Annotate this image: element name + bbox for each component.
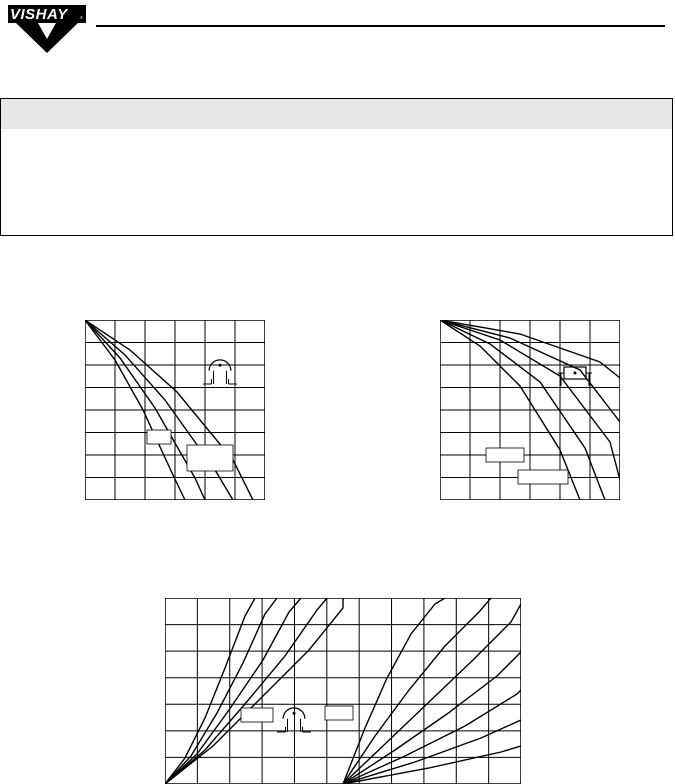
data-curve — [165, 598, 277, 784]
page-header: VISHAY ® — [0, 0, 675, 55]
svg-text:®: ® — [80, 15, 83, 20]
lamp-icon — [203, 360, 237, 384]
label-box — [147, 430, 171, 444]
info-band-body — [1, 129, 672, 235]
vishay-logo: VISHAY ® — [8, 5, 86, 55]
chart-right — [440, 320, 620, 500]
info-band — [0, 98, 673, 236]
data-curve — [165, 598, 327, 784]
header-rule — [96, 25, 665, 27]
label-box — [518, 470, 568, 484]
chart-left — [85, 320, 265, 500]
label-box — [486, 448, 524, 462]
data-curve — [343, 746, 521, 784]
label-box — [187, 445, 233, 471]
chart-bottom — [165, 598, 521, 784]
info-band-header — [1, 99, 672, 129]
resistor-icon — [558, 367, 592, 386]
label-box — [241, 708, 273, 722]
logo-text: VISHAY — [10, 6, 69, 23]
label-box — [325, 706, 353, 720]
data-curve — [343, 720, 521, 784]
